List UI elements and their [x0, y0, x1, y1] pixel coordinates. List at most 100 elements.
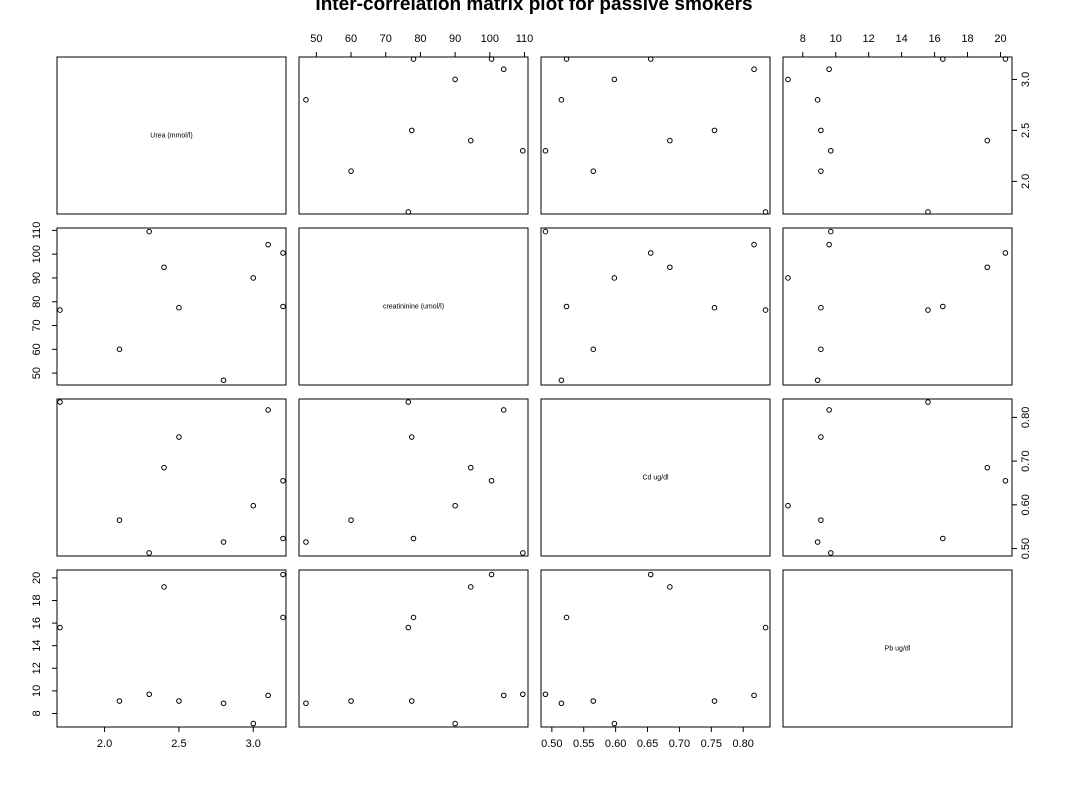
- point-3-0-7: [265, 692, 271, 699]
- point-1-0-4: [176, 304, 182, 311]
- panel-2-2: [540, 398, 771, 557]
- point-2-0-0: [57, 399, 63, 405]
- point-1-0-9: [280, 250, 286, 256]
- point-0-3-5: [814, 97, 821, 103]
- x-tick-label-top-1-2: 70: [380, 33, 392, 45]
- point-3-2-0: [762, 624, 769, 631]
- point-2-1-4: [408, 434, 415, 440]
- x-tick-label-bottom-2-2: 0.60: [605, 738, 626, 750]
- diagonal-label-0: Urea (mmol/l): [150, 133, 192, 140]
- point-3-0-4: [176, 698, 182, 704]
- diagonal-label-2: Cd ug/dl: [642, 475, 669, 482]
- point-3-0-2: [146, 691, 152, 698]
- point-3-0-1: [116, 698, 123, 704]
- point-2-3-5: [814, 539, 821, 545]
- x-tick-label-top-3-3: 14: [895, 33, 907, 45]
- chart-title: Inter-correlation matrix plot for passiv…: [315, 0, 752, 15]
- point-0-2-2: [542, 147, 549, 154]
- point-2-1-5: [303, 539, 309, 545]
- point-3-2-8: [563, 614, 570, 621]
- point-1-2-0: [762, 307, 769, 313]
- point-2-0-9: [280, 477, 286, 484]
- x-tick-label-top-1-0: 50: [310, 33, 322, 45]
- point-3-2-9: [647, 571, 654, 578]
- point-3-1-2: [519, 691, 526, 698]
- point-2-1-2: [519, 550, 526, 556]
- point-0-3-9: [1002, 56, 1009, 62]
- x-tick-label-top-3-0: 8: [800, 33, 806, 45]
- point-3-2-6: [611, 720, 618, 727]
- point-0-2-5: [558, 97, 565, 103]
- x-tick-label-top-1-5: 100: [481, 33, 499, 45]
- point-0-1-4: [408, 127, 415, 134]
- point-0-3-4: [818, 127, 824, 134]
- y-tick-label-right-2-4: 0.70: [1020, 450, 1032, 471]
- point-1-0-0: [57, 307, 63, 313]
- point-1-2-9: [647, 250, 654, 256]
- point-3-2-5: [558, 700, 565, 707]
- point-0-3-1: [818, 168, 824, 174]
- x-tick-label-bottom-2-1: 0.55: [573, 738, 594, 750]
- point-3-2-1: [590, 698, 597, 704]
- y-tick-label-right-2-2: 0.60: [1020, 494, 1032, 515]
- x-tick-label-top-3-5: 18: [961, 33, 973, 45]
- y-tick-label-right-2-6: 0.80: [1020, 407, 1032, 428]
- y-tick-label-left-3-3: 14: [31, 640, 43, 652]
- point-0-3-6: [785, 76, 791, 83]
- point-3-1-4: [408, 698, 415, 704]
- point-3-1-5: [303, 700, 309, 707]
- x-tick-label-top-3-2: 12: [863, 33, 875, 45]
- point-1-0-2: [146, 228, 152, 235]
- x-tick-label-top-1-3: 80: [414, 33, 426, 45]
- panel-2-3: [782, 398, 1013, 557]
- y-tick-label-left-1-0: 50: [31, 367, 43, 379]
- point-0-1-3: [467, 137, 474, 144]
- panel-0-3: [782, 56, 1013, 215]
- point-0-1-5: [303, 97, 309, 103]
- point-0-2-0: [762, 209, 769, 215]
- point-1-3-1: [818, 346, 824, 353]
- point-2-3-7: [826, 407, 832, 413]
- point-2-1-3: [467, 464, 474, 471]
- panel-1-2: [540, 227, 771, 386]
- point-2-0-6: [250, 502, 257, 509]
- panel-3-0: [56, 569, 287, 728]
- y-tick-label-right-0-0: 2.0: [1020, 174, 1032, 189]
- point-1-0-1: [116, 346, 123, 353]
- point-2-0-1: [116, 517, 123, 523]
- point-3-1-8: [410, 614, 417, 621]
- point-2-1-0: [405, 399, 412, 405]
- point-2-3-3: [984, 464, 991, 471]
- point-2-3-4: [818, 434, 824, 440]
- point-3-2-4: [711, 698, 718, 704]
- point-2-3-6: [785, 502, 791, 509]
- point-0-1-1: [348, 168, 354, 174]
- point-0-2-9: [647, 56, 654, 62]
- point-3-1-3: [467, 584, 474, 590]
- point-2-1-8: [410, 535, 417, 542]
- point-0-2-8: [563, 56, 570, 62]
- panel-1-1: [298, 227, 529, 386]
- point-1-0-5: [220, 377, 227, 384]
- point-1-2-5: [558, 377, 565, 384]
- point-0-3-0: [925, 209, 931, 215]
- y-tick-label-right-0-1: 2.5: [1020, 123, 1032, 138]
- point-1-0-6: [250, 275, 257, 281]
- x-tick-label-bottom-2-0: 0.50: [541, 738, 562, 750]
- point-0-3-7: [826, 66, 832, 73]
- point-1-0-8: [280, 303, 286, 310]
- point-3-1-0: [405, 624, 412, 631]
- point-0-2-7: [751, 66, 757, 73]
- point-2-0-2: [146, 550, 152, 556]
- y-tick-label-left-3-4: 16: [31, 617, 43, 629]
- point-0-1-7: [500, 66, 507, 73]
- y-tick-label-left-1-3: 80: [31, 296, 43, 308]
- point-0-2-6: [611, 76, 618, 83]
- diagonal-label-1: creatininine (umol/l): [383, 304, 444, 311]
- panel-1-0: [56, 227, 287, 386]
- panel-0-2: [540, 56, 771, 215]
- y-tick-label-left-3-2: 12: [31, 662, 43, 674]
- point-2-1-1: [348, 517, 354, 523]
- panel-1-3: [782, 227, 1013, 386]
